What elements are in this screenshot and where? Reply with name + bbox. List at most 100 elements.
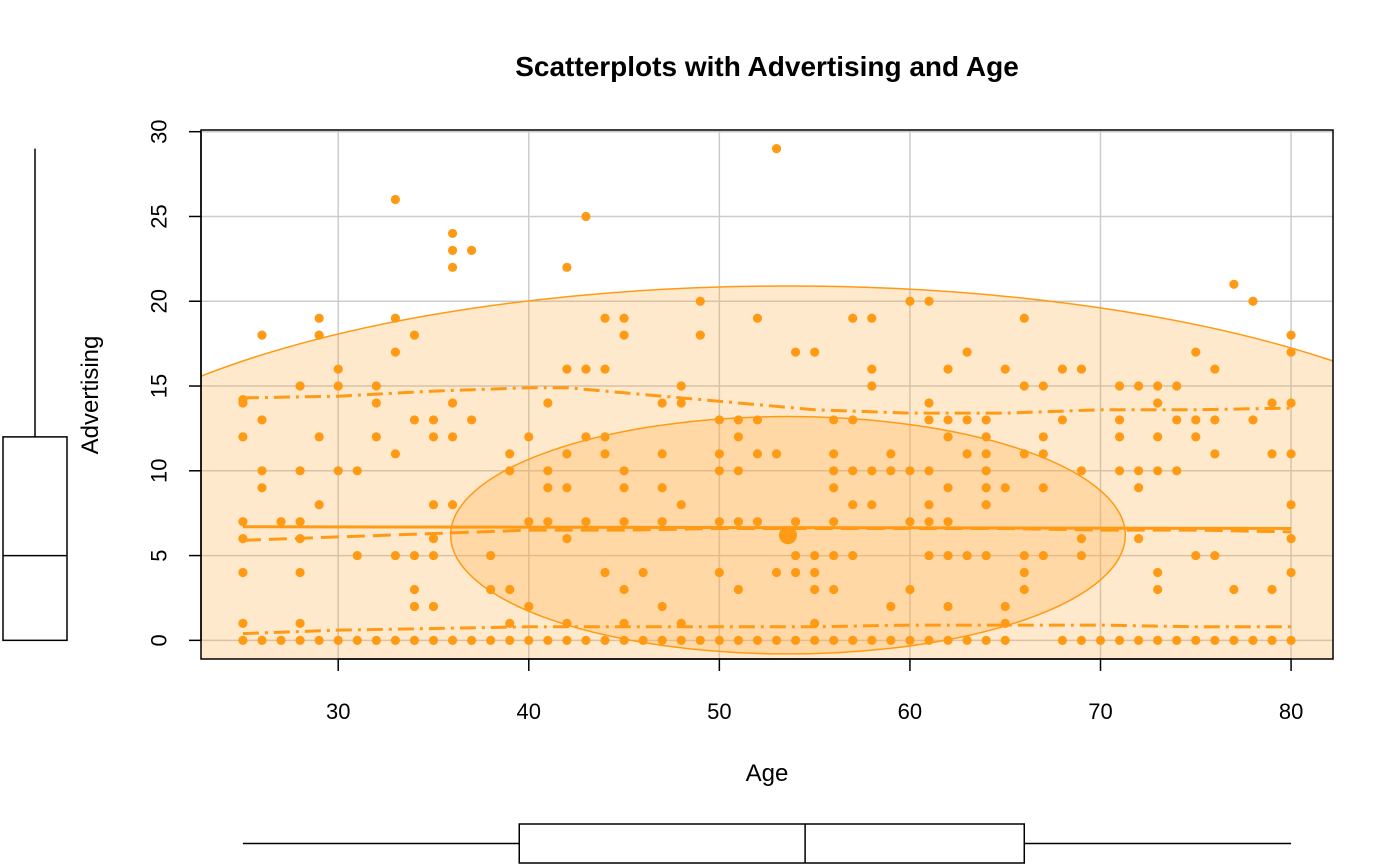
data-point bbox=[619, 517, 629, 527]
data-point bbox=[276, 517, 286, 527]
data-point bbox=[867, 364, 877, 374]
data-point bbox=[314, 432, 324, 442]
data-point bbox=[1267, 449, 1277, 459]
data-point bbox=[1229, 584, 1239, 595]
x-tick-label: 30 bbox=[326, 699, 350, 724]
data-point bbox=[714, 449, 724, 459]
data-point bbox=[524, 432, 534, 442]
data-point bbox=[1153, 635, 1163, 645]
data-point bbox=[1114, 466, 1125, 476]
data-point bbox=[1038, 550, 1048, 561]
data-point bbox=[943, 483, 953, 493]
data-point bbox=[924, 550, 934, 561]
data-point bbox=[1134, 381, 1144, 391]
data-point bbox=[600, 635, 610, 645]
data-point bbox=[428, 500, 439, 510]
data-point bbox=[1000, 618, 1010, 628]
data-point bbox=[981, 449, 991, 459]
data-point bbox=[905, 635, 915, 645]
data-point bbox=[829, 449, 839, 459]
data-point bbox=[790, 517, 801, 527]
data-point bbox=[810, 567, 820, 578]
data-point bbox=[829, 483, 839, 493]
data-point bbox=[848, 550, 858, 561]
data-point bbox=[714, 517, 724, 527]
data-point bbox=[1076, 534, 1087, 544]
data-point bbox=[714, 415, 724, 425]
x-axis: 30 40 50 60 70 80 bbox=[326, 658, 1303, 724]
data-point bbox=[733, 517, 744, 527]
data-point bbox=[886, 449, 896, 459]
data-point bbox=[657, 449, 667, 459]
data-point bbox=[581, 364, 591, 374]
data-point bbox=[524, 601, 534, 612]
data-point bbox=[257, 483, 267, 493]
data-point bbox=[886, 466, 896, 476]
data-point bbox=[295, 534, 305, 544]
data-point bbox=[1114, 415, 1125, 425]
data-point bbox=[676, 635, 686, 645]
data-point bbox=[1038, 449, 1048, 459]
data-point bbox=[1114, 432, 1125, 442]
data-point bbox=[1019, 550, 1029, 561]
data-point bbox=[428, 432, 439, 442]
data-point bbox=[314, 330, 324, 340]
data-point bbox=[1172, 466, 1182, 476]
data-point bbox=[619, 330, 629, 340]
data-point bbox=[943, 550, 953, 561]
data-point bbox=[1191, 347, 1201, 357]
data-point bbox=[352, 466, 362, 476]
data-point bbox=[371, 381, 381, 391]
data-point bbox=[1267, 398, 1277, 408]
data-points bbox=[238, 144, 1296, 645]
data-point bbox=[333, 381, 343, 391]
x-tick-label: 70 bbox=[1088, 699, 1112, 724]
data-point bbox=[943, 364, 953, 374]
data-point bbox=[581, 635, 591, 645]
data-point bbox=[867, 500, 877, 510]
data-point bbox=[581, 432, 591, 442]
data-point bbox=[390, 347, 400, 357]
x-box bbox=[518, 823, 1026, 864]
data-point bbox=[409, 330, 420, 340]
data-point bbox=[752, 517, 763, 527]
data-point bbox=[371, 398, 381, 408]
data-point bbox=[371, 432, 381, 442]
data-point bbox=[1153, 381, 1163, 391]
data-point bbox=[1248, 635, 1258, 645]
data-point bbox=[1191, 432, 1201, 442]
data-point bbox=[276, 635, 286, 645]
data-point bbox=[1248, 415, 1258, 425]
data-point bbox=[657, 483, 667, 493]
data-point bbox=[238, 432, 248, 442]
data-point bbox=[314, 313, 324, 323]
y-boxplot bbox=[2, 148, 68, 642]
data-point bbox=[1153, 584, 1163, 595]
data-point bbox=[619, 584, 629, 595]
data-point bbox=[676, 500, 686, 510]
data-point bbox=[714, 567, 724, 578]
data-point bbox=[810, 550, 820, 561]
data-point bbox=[600, 313, 610, 323]
data-point bbox=[447, 245, 458, 255]
data-point bbox=[867, 466, 877, 476]
data-point bbox=[238, 635, 248, 645]
data-point bbox=[371, 635, 381, 645]
data-point bbox=[886, 635, 896, 645]
data-point bbox=[905, 517, 915, 527]
data-point bbox=[924, 415, 934, 425]
data-point bbox=[1057, 415, 1067, 425]
data-point bbox=[733, 635, 744, 645]
data-point bbox=[943, 635, 953, 645]
data-point bbox=[505, 466, 515, 476]
fit-lines bbox=[242, 386, 1292, 636]
data-point bbox=[390, 635, 400, 645]
data-point bbox=[257, 466, 267, 476]
data-point bbox=[1076, 550, 1087, 561]
data-point bbox=[733, 584, 744, 595]
data-point bbox=[848, 466, 858, 476]
data-point bbox=[924, 500, 934, 510]
data-point bbox=[295, 517, 305, 527]
data-point bbox=[1210, 550, 1220, 561]
y-tick-label: 15 bbox=[147, 374, 172, 398]
